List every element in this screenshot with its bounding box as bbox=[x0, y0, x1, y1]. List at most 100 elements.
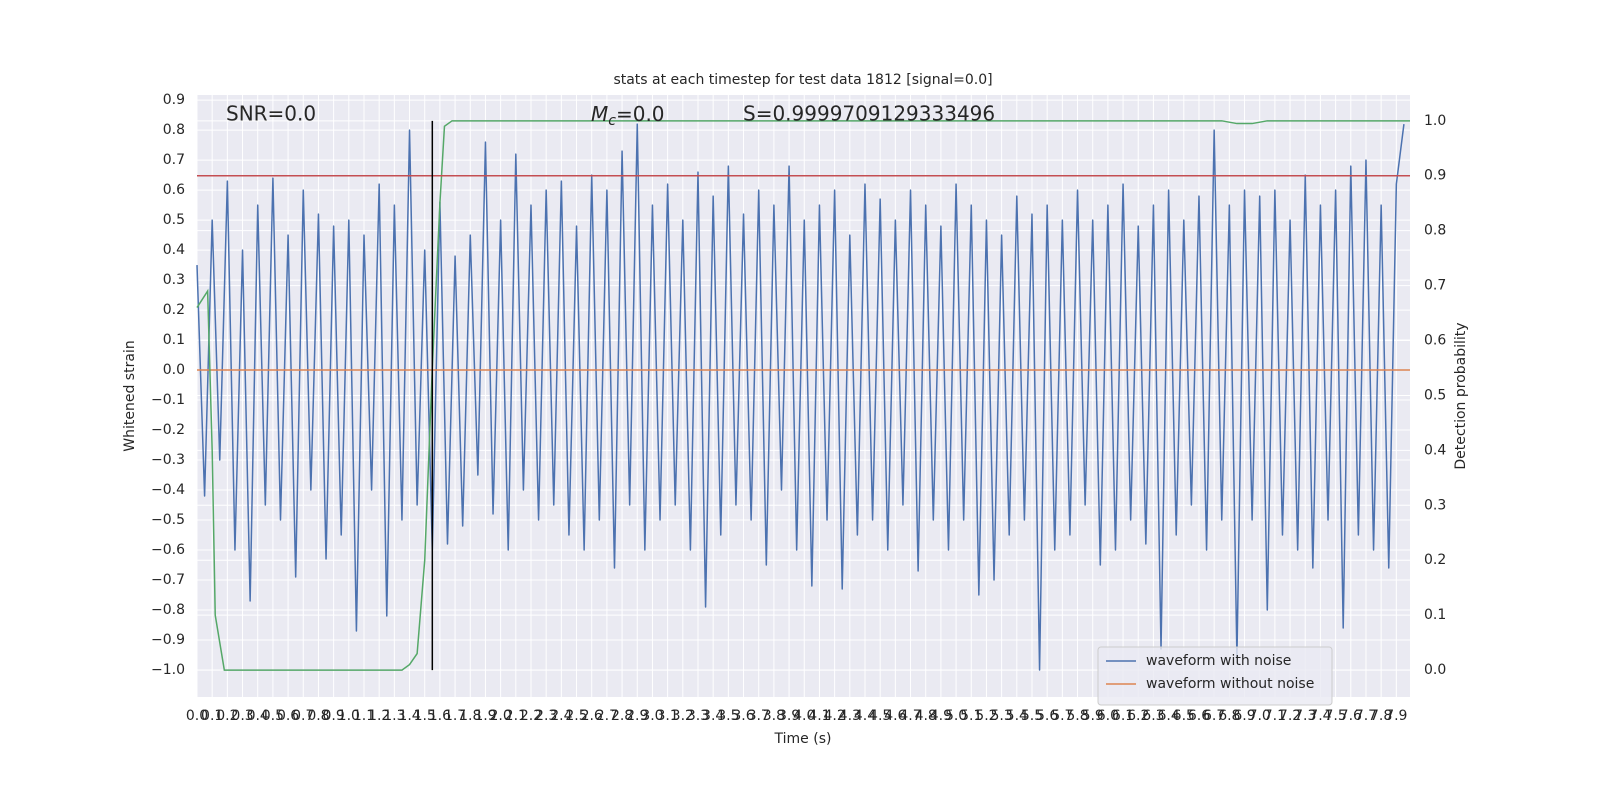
x-tick-label: 1.8 bbox=[459, 708, 481, 724]
x-tick-label: 3.1 bbox=[656, 708, 678, 724]
y-axis-label: Whitened strain bbox=[122, 340, 138, 451]
y-tick-label: 0.3 bbox=[163, 272, 185, 288]
y-tick-label: 0.8 bbox=[163, 122, 185, 138]
snr-annotation: SNR=0.0 bbox=[226, 102, 316, 126]
y2-tick-label: 0.4 bbox=[1424, 442, 1446, 458]
mc-symbol: M bbox=[591, 102, 608, 126]
x-tick-label: 7.8 bbox=[1370, 708, 1392, 724]
x-tick-label: 7.9 bbox=[1385, 708, 1407, 724]
y2-tick-label: 0.9 bbox=[1424, 168, 1446, 184]
x-tick-label: 6.7 bbox=[1203, 708, 1225, 724]
x-tick-label: 3.8 bbox=[763, 708, 785, 724]
x-tick-label: 2.4 bbox=[550, 708, 572, 724]
x-tick-label: 2.9 bbox=[626, 708, 648, 724]
y-tick-label: 0.6 bbox=[163, 182, 185, 198]
x-axis-label: Time (s) bbox=[774, 731, 832, 747]
y-tick-label: −0.8 bbox=[151, 602, 185, 618]
x-tick-label: 4.7 bbox=[899, 708, 921, 724]
y-tick-label: −0.3 bbox=[151, 452, 185, 468]
y2-tick-label: 0.7 bbox=[1424, 278, 1446, 294]
y2-tick-label: 0.3 bbox=[1424, 497, 1446, 513]
y-tick-label: 0.1 bbox=[163, 332, 185, 348]
x-tick-label: 0.7 bbox=[292, 708, 314, 724]
x-tick-label: 7.5 bbox=[1324, 708, 1346, 724]
y2-tick-label: 1.0 bbox=[1424, 113, 1446, 129]
mc-subscript: c bbox=[608, 113, 616, 129]
x-tick-label: 5.8 bbox=[1066, 708, 1088, 724]
x-tick-label: 5.5 bbox=[1021, 708, 1043, 724]
x-tick-label: 4.2 bbox=[823, 708, 845, 724]
x-tick-label: 0.2 bbox=[216, 708, 238, 724]
x-tick-label: 1.3 bbox=[383, 708, 405, 724]
x-tick-label: 4.4 bbox=[854, 708, 876, 724]
x-tick-label: 3.5 bbox=[717, 708, 739, 724]
x-tick-label: 6.9 bbox=[1233, 708, 1255, 724]
x-tick-label: 5.1 bbox=[960, 708, 982, 724]
x-tick-label: 7.2 bbox=[1279, 708, 1301, 724]
probability-line bbox=[196, 120, 1410, 671]
x-tick-label: 5.7 bbox=[1051, 708, 1073, 724]
y-tick-label: −0.2 bbox=[151, 422, 185, 438]
x-tick-label: 7.4 bbox=[1309, 708, 1331, 724]
x-tick-label: 7.1 bbox=[1264, 708, 1286, 724]
y-tick-label: 0.7 bbox=[163, 152, 185, 168]
y-tick-label: −0.1 bbox=[151, 392, 185, 408]
legend-box bbox=[1097, 646, 1333, 706]
x-tick-label: 0.6 bbox=[277, 708, 299, 724]
x-tick-label: 6.3 bbox=[1142, 708, 1164, 724]
y-tick-label: −0.7 bbox=[151, 572, 185, 588]
x-tick-label: 5.4 bbox=[1006, 708, 1028, 724]
y2-tick-label: 0.2 bbox=[1424, 552, 1446, 568]
x-tick-label: 6.5 bbox=[1173, 708, 1195, 724]
x-tick-label: 3.7 bbox=[748, 708, 770, 724]
x-tick-label: 2.0 bbox=[489, 708, 511, 724]
x-tick-label: 0.3 bbox=[231, 708, 253, 724]
x-tick-label: 1.5 bbox=[414, 708, 436, 724]
x-tick-label: 6.4 bbox=[1157, 708, 1179, 724]
y-tick-label: −0.6 bbox=[151, 542, 185, 558]
x-tick-label: 0.5 bbox=[262, 708, 284, 724]
x-tick-label: 2.1 bbox=[505, 708, 527, 724]
x-tick-label: 6.6 bbox=[1188, 708, 1210, 724]
x-tick-label: 6.2 bbox=[1127, 708, 1149, 724]
x-tick-label: 6.8 bbox=[1218, 708, 1240, 724]
x-tick-label: 4.8 bbox=[915, 708, 937, 724]
x-tick-label: 2.2 bbox=[520, 708, 542, 724]
x-tick-label: 4.5 bbox=[869, 708, 891, 724]
x-tick-label: 7.6 bbox=[1340, 708, 1362, 724]
x-tick-label: 2.7 bbox=[596, 708, 618, 724]
y-tick-label: 0.0 bbox=[163, 362, 185, 378]
x-tick-label: 5.6 bbox=[1036, 708, 1058, 724]
x-tick-label: 4.6 bbox=[884, 708, 906, 724]
x-tick-label: 3.4 bbox=[702, 708, 724, 724]
x-tick-label: 3.9 bbox=[778, 708, 800, 724]
x-tick-label: 7.3 bbox=[1294, 708, 1316, 724]
x-tick-label: 4.3 bbox=[839, 708, 861, 724]
x-tick-label: 1.9 bbox=[474, 708, 496, 724]
y-tick-label: 0.9 bbox=[163, 92, 185, 108]
y-tick-label: 0.5 bbox=[163, 212, 185, 228]
legend-label: waveform with noise bbox=[1146, 653, 1291, 669]
y-tick-label: 0.2 bbox=[163, 302, 185, 318]
x-tick-label: 2.8 bbox=[611, 708, 633, 724]
chart-title: stats at each timestep for test data 181… bbox=[613, 72, 992, 88]
x-tick-label: 6.1 bbox=[1112, 708, 1134, 724]
x-tick-label: 5.9 bbox=[1082, 708, 1104, 724]
mc-text: =0.0 bbox=[616, 102, 665, 126]
y-tick-label: −0.9 bbox=[151, 632, 185, 648]
x-tick-label: 0.4 bbox=[247, 708, 269, 724]
y2-tick-label: 0.8 bbox=[1424, 223, 1446, 239]
x-tick-label: 2.3 bbox=[535, 708, 557, 724]
y-tick-label: 0.4 bbox=[163, 242, 185, 258]
x-tick-label: 3.2 bbox=[672, 708, 694, 724]
x-tick-label: 5.0 bbox=[945, 708, 967, 724]
x-tick-label: 6.0 bbox=[1097, 708, 1119, 724]
legend-label: waveform without noise bbox=[1146, 676, 1314, 692]
y2-tick-label: 0.6 bbox=[1424, 333, 1446, 349]
x-tick-label: 0.9 bbox=[323, 708, 345, 724]
series-line bbox=[196, 123, 1405, 671]
x-tick-label: 0.1 bbox=[201, 708, 223, 724]
x-tick-label: 0.8 bbox=[307, 708, 329, 724]
y2-axis-label: Detection probability bbox=[1453, 322, 1469, 469]
x-tick-label: 3.0 bbox=[641, 708, 663, 724]
